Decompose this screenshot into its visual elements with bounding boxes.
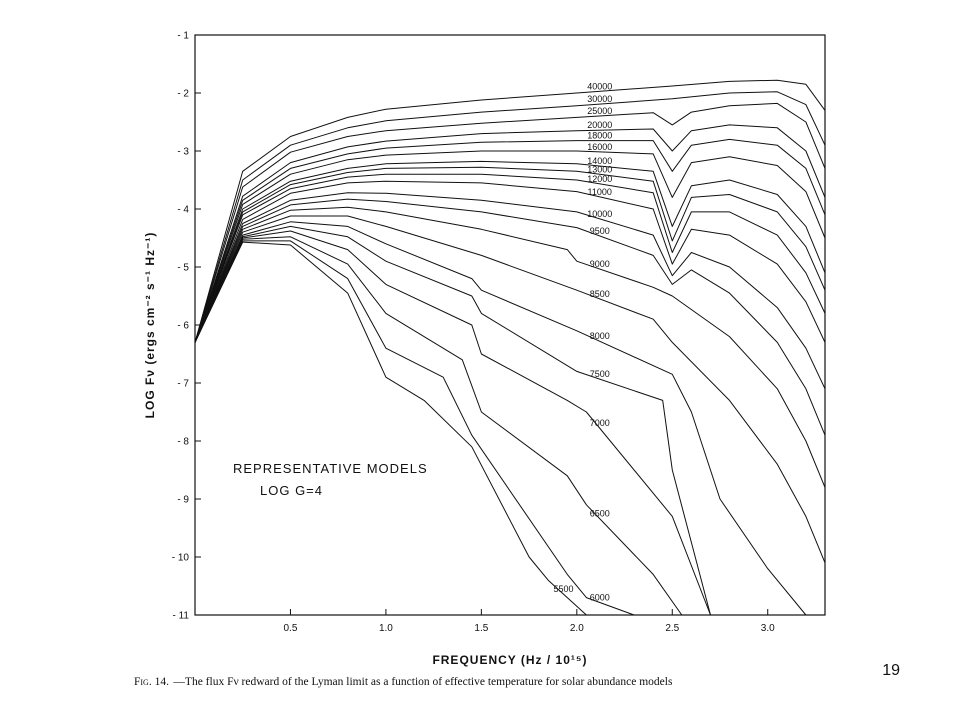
curve-6000: [194, 240, 635, 616]
curve-40000: [194, 79, 826, 343]
x-axis: 0.5 1.0 1.5 2.0 2.5 3.0: [284, 609, 775, 634]
curve-20000: [194, 124, 826, 343]
plot-frame: [194, 34, 826, 616]
curve-18000: [194, 138, 826, 343]
y-axis: - 1 - 2 - 3 - 4 - 5 - 6 - 7 - 8 - 9 - 10 - 11: [172, 31, 201, 622]
curve-9000: [194, 206, 826, 488]
y-tick-label: - 8: [177, 437, 189, 448]
x-tick-label: 1.0: [379, 623, 393, 634]
curve-13000: [194, 166, 826, 343]
curve-16000: [194, 150, 826, 343]
curve-label-6500: 6500: [590, 509, 610, 519]
curve-7000: [194, 230, 711, 616]
curve-8500: [194, 215, 826, 563]
curve-label-7500: 7500: [590, 369, 610, 379]
curve-label-5500: 5500: [553, 584, 573, 594]
curve-label-10000: 10000: [587, 209, 612, 219]
curve-6500: [194, 236, 683, 616]
y-tick-label: - 10: [172, 553, 190, 564]
curve-label-12000: 12000: [587, 174, 612, 184]
y-tick-label: - 3: [177, 147, 189, 158]
figure-caption: Fig. 14. —The flux Fν redward of the Lym…: [134, 672, 673, 689]
curve-8000: [194, 221, 807, 616]
x-tick-label: 1.5: [474, 623, 488, 634]
curve-label-7000: 7000: [590, 418, 610, 428]
y-tick-label: - 6: [177, 321, 189, 332]
curve-30000: [194, 91, 826, 343]
curve-label-14000: 14000: [587, 156, 612, 166]
curve-label-8000: 8000: [590, 331, 610, 341]
y-axis-title: LOG Fν (ergs cm⁻² s⁻¹ Hz⁻¹): [143, 232, 157, 419]
curve-label-30000: 30000: [587, 94, 612, 104]
annotation-line-1: REPRESENTATIVE MODELS: [233, 461, 428, 476]
curve-11000: [194, 180, 826, 343]
curve-label-13000: 13000: [587, 164, 612, 174]
y-tick-label: - 7: [177, 379, 189, 390]
curve-label-20000: 20000: [587, 120, 612, 130]
caption-text: —The flux Fν redward of the Lyman limit …: [172, 676, 673, 688]
curve-25000: [194, 102, 826, 343]
curve-label-9000: 9000: [590, 259, 610, 269]
y-tick-label: - 2: [177, 89, 189, 100]
y-tick-label: - 5: [177, 263, 189, 274]
page-number: 19: [882, 662, 900, 679]
curve-10000: [194, 192, 826, 390]
curve-5500: [194, 241, 587, 616]
curve-label-40000: 40000: [587, 81, 612, 91]
curve-label-18000: 18000: [587, 131, 612, 141]
curve-7500: [194, 225, 711, 616]
curve-label-25000: 25000: [587, 106, 612, 116]
curve-label-9500: 9500: [590, 226, 610, 236]
curve-12000: [194, 173, 826, 343]
caption-lead: Fig. 14.: [134, 676, 169, 688]
curves-group: [194, 79, 826, 616]
x-axis-title: FREQUENCY (Hz / 10¹⁵): [432, 653, 587, 667]
curve-label-6000: 6000: [590, 592, 610, 602]
y-tick-label: - 1: [177, 31, 189, 42]
curve-14000: [194, 160, 826, 343]
x-tick-label: 3.0: [761, 623, 775, 634]
x-tick-label: 2.5: [665, 623, 679, 634]
x-tick-label: 0.5: [284, 623, 298, 634]
y-tick-label: - 9: [177, 495, 189, 506]
y-tick-label: - 11: [173, 611, 190, 622]
annotation-line-2: LOG G=4: [260, 483, 323, 498]
y-tick-label: - 4: [177, 205, 189, 216]
curve-label-8500: 8500: [590, 289, 610, 299]
curve-9500: [194, 198, 826, 436]
curve-label-11000: 11000: [588, 187, 612, 197]
curve-label-16000: 16000: [587, 142, 612, 152]
x-tick-label: 2.0: [570, 623, 584, 634]
